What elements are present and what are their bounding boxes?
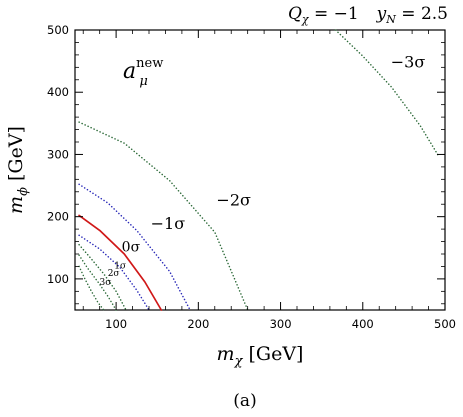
- y-axis-label: mϕ [GeV]: [5, 126, 31, 214]
- curve-annotation: 3σ: [99, 278, 111, 288]
- curve-annotation: −1σ: [151, 214, 186, 233]
- x-axis-label: mχ [GeV]: [217, 343, 304, 369]
- series-line-6: [78, 183, 191, 311]
- series-line-4: [78, 234, 150, 311]
- x-tick-label: 400: [352, 317, 374, 331]
- series-line-1: [78, 265, 105, 311]
- x-tick-label: 200: [187, 317, 209, 331]
- tick-layer: 100 100 200 200 300 300 400 400 500 500: [47, 23, 456, 331]
- y-tick-label: 400: [47, 85, 69, 99]
- y-tick-label: 500: [47, 23, 69, 37]
- series-line-8: [334, 29, 440, 157]
- curve-annotation: 2σ: [108, 269, 120, 279]
- series-layer: [78, 29, 440, 311]
- y-tick-label: 300: [47, 147, 69, 161]
- y-tick-label: 200: [47, 210, 69, 224]
- curve-annotation: −2σ: [216, 190, 251, 209]
- series-line-5: [78, 214, 163, 311]
- curve-annotation: 1σ: [114, 261, 126, 271]
- series-line-3: [78, 243, 127, 311]
- figure-caption: (a): [233, 391, 256, 411]
- plot-frame: [74, 29, 446, 311]
- series-line-2: [78, 254, 117, 311]
- x-tick-label: 100: [105, 317, 127, 331]
- curve-annotation: 0σ: [122, 240, 141, 256]
- y-tick-label: 100: [47, 272, 69, 286]
- x-tick-label: 500: [434, 317, 456, 331]
- plot-area: [74, 29, 446, 311]
- chart-header: Qχ = −1 yN = 2.5: [288, 4, 448, 26]
- inset-label: anew μ: [123, 56, 163, 89]
- x-tick-label: 300: [270, 317, 292, 331]
- curve-annotation: −3σ: [391, 52, 426, 71]
- series-line-7: [78, 121, 249, 311]
